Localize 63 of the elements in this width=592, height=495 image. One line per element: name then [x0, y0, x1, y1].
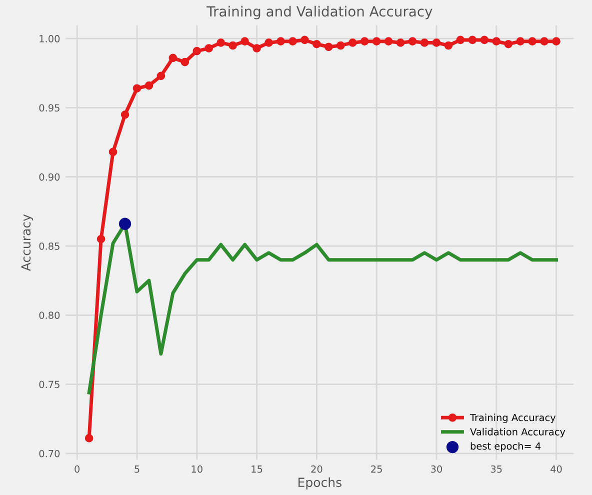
point [264, 38, 273, 47]
point [120, 110, 130, 119]
x-tick-label: 15 [252, 466, 262, 473]
x-tick-label: 0 [74, 465, 80, 473]
x-tick-label: 35 [490, 465, 502, 473]
point [540, 37, 548, 46]
point [408, 37, 417, 46]
point [432, 38, 441, 47]
point [276, 37, 285, 46]
point [480, 36, 489, 44]
point [444, 41, 453, 50]
point [300, 36, 309, 44]
y-tick-label: 0.90 [39, 173, 60, 181]
y-tick-label: 0.80 [39, 312, 60, 319]
point [240, 37, 249, 46]
point [336, 41, 345, 50]
point [118, 218, 132, 230]
x-tick-label: 30 [431, 465, 442, 473]
point [168, 54, 178, 62]
x-tick-label: 10 [192, 465, 202, 473]
x-axis-title: Epochs [298, 477, 342, 490]
point [192, 46, 202, 56]
y-tick-label: 0.85 [39, 242, 60, 250]
point [360, 37, 369, 46]
point [84, 434, 94, 442]
point [204, 44, 214, 52]
chart-title: Training and Validation Accuracy [206, 6, 432, 20]
y-axis-title: Accuracy [21, 214, 34, 271]
point [492, 37, 501, 46]
point [504, 40, 513, 48]
point [216, 38, 226, 47]
point [252, 44, 261, 52]
point [552, 37, 560, 46]
point [468, 36, 477, 44]
y-tick-label: 0.75 [39, 380, 60, 388]
point [456, 36, 465, 44]
legend-label: Validation Accuracy [470, 428, 566, 438]
point [348, 38, 357, 47]
point [132, 84, 142, 93]
x-tick-label: 25 [371, 465, 382, 473]
x-tick-label: 20 [311, 465, 322, 473]
point [228, 41, 237, 50]
point [324, 42, 333, 52]
point [312, 40, 321, 48]
x-tick-label: 5 [134, 466, 140, 473]
point [384, 37, 393, 46]
point [372, 37, 381, 46]
legend-label: best epoch= 4 [470, 442, 541, 452]
point [528, 37, 536, 46]
point [516, 37, 524, 46]
y-tick-label: 1.00 [40, 35, 60, 42]
point [288, 37, 297, 46]
point [420, 38, 429, 47]
point [96, 234, 106, 244]
point [156, 72, 166, 80]
legend-label: Training Accuracy [470, 414, 556, 424]
x-tick-label: 40 [550, 465, 562, 473]
point [144, 81, 154, 90]
point [108, 148, 118, 156]
y-tick-label: 0.95 [39, 104, 60, 112]
y-tick-label: 0.70 [39, 450, 60, 458]
point [396, 38, 405, 47]
point [180, 58, 190, 66]
